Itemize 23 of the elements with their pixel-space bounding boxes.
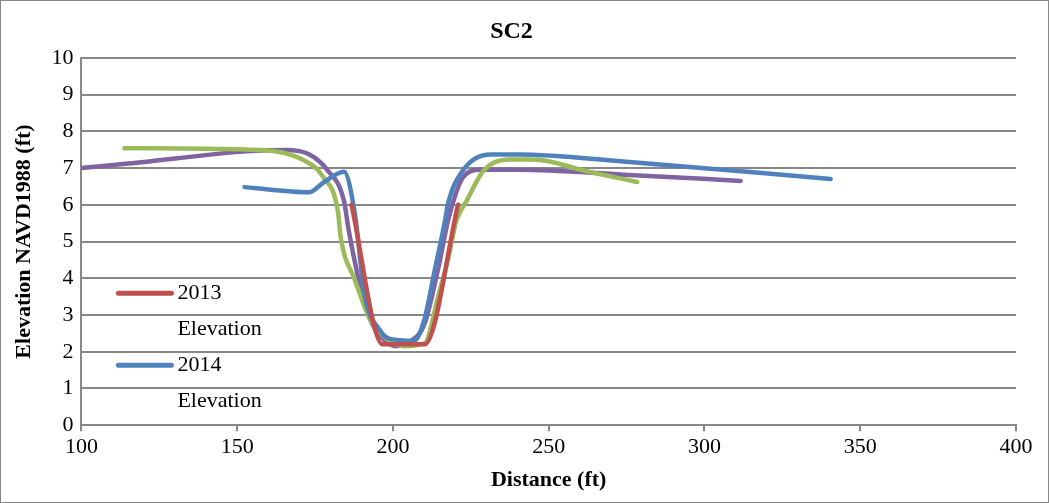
y-tick-label: 6: [62, 190, 74, 216]
x-tick-label: 400: [999, 433, 1033, 459]
y-tick-label: 1: [62, 374, 74, 400]
y-tick-label: 5: [62, 227, 74, 253]
legend-label: 2014 Elevation: [177, 350, 262, 412]
x-tick-label: 250: [532, 433, 566, 459]
y-tick-label: 7: [62, 153, 74, 179]
y-tick-label: 3: [62, 300, 74, 326]
y-tick-label: 4: [62, 264, 74, 290]
y-tick-label: 2: [62, 337, 74, 363]
x-axis-title: Distance (ft): [490, 466, 607, 492]
legend-label: 2013 Elevation: [177, 278, 262, 340]
chart-title: SC2: [490, 16, 533, 43]
x-tick-label: 350: [843, 433, 877, 459]
y-tick-label: 10: [51, 43, 74, 69]
y-tick-label: 9: [62, 80, 74, 106]
y-axis-title: Elevation NAVD1988 (ft): [9, 124, 35, 359]
y-tick-label: 0: [62, 410, 74, 436]
x-tick-label: 100: [64, 433, 98, 459]
x-tick-label: 150: [220, 433, 254, 459]
x-tick-label: 300: [687, 433, 721, 459]
x-tick-label: 200: [376, 433, 410, 459]
y-tick-label: 8: [62, 117, 74, 143]
